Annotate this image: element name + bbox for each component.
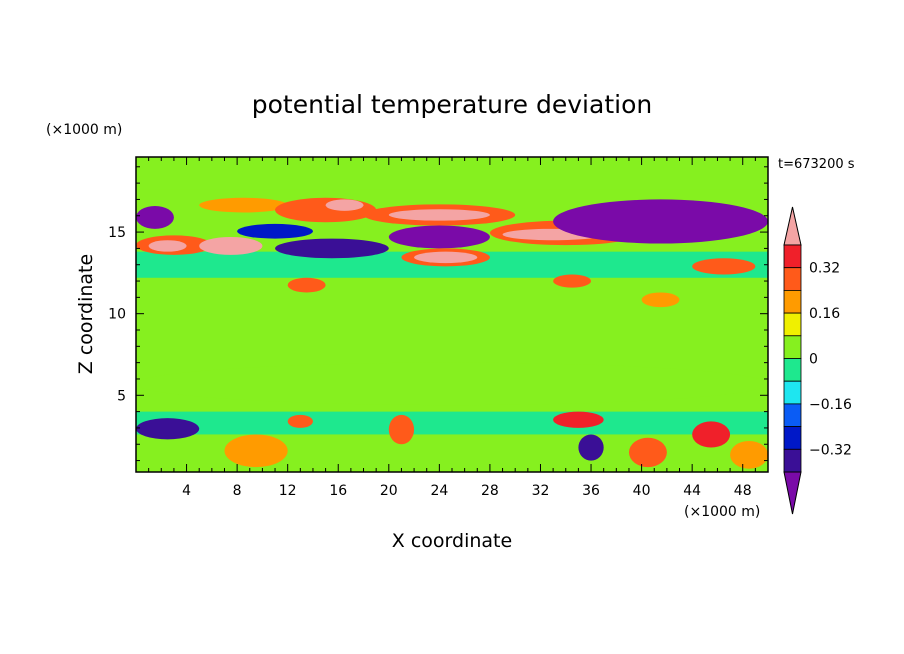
colorbar-tick-label: 0.16: [809, 306, 840, 322]
contour-cell-23: [136, 418, 200, 440]
contour-cell-5: [136, 205, 174, 229]
colorbar-segment: [783, 380, 802, 405]
x-tick-label: 4: [182, 483, 191, 499]
band-low-disturbed-layer: [136, 411, 768, 435]
colorbar-segment: [783, 358, 802, 382]
x-axis-unit-label: (×1000 m): [684, 504, 760, 520]
colorbar-segment: [783, 312, 802, 337]
contour-cell-25: [388, 414, 415, 445]
x-tick-label: 28: [481, 483, 499, 499]
colorbar-segment: [783, 426, 802, 450]
contour-cell-17: [692, 258, 756, 275]
contour-cell-18: [287, 277, 326, 293]
contour-cell-31: [730, 440, 768, 469]
contour-cell-0: [199, 197, 288, 213]
contour-cell-29: [224, 434, 288, 468]
chart-title: potential temperature deviation: [252, 90, 652, 119]
colorbar-tick-label: −0.16: [809, 397, 852, 413]
colorbar-segment: [783, 403, 802, 427]
contour-cell-9: [237, 223, 313, 239]
colorbar-bottom-arrow: [783, 471, 802, 515]
x-tick-label: 44: [683, 483, 701, 499]
colorbar-segment: [783, 448, 802, 473]
y-axis-ticks: 5 10 15: [108, 166, 768, 462]
colorbar-top-arrow: [783, 206, 802, 246]
contour-cell-15: [414, 251, 478, 264]
contour-cell-30: [628, 437, 667, 468]
colorbar: −0.32 −0.16 0 0.16 0.32: [783, 206, 852, 515]
colorbar-segment: [783, 289, 802, 314]
x-axis-ticks: 4 8 12 16 20 24 28 32 36 40 44 48: [148, 157, 756, 499]
contour-cell-19: [553, 274, 592, 288]
colorbar-segment: [783, 335, 802, 359]
x-tick-label: 36: [582, 483, 600, 499]
contour-cell-28: [692, 421, 731, 448]
y-tick-label: 10: [108, 307, 126, 323]
colorbar-tick-label: −0.32: [809, 442, 852, 458]
y-axis-label: Z coordinate: [75, 254, 97, 374]
y-tick-label: 5: [117, 388, 126, 404]
contour-cell-8: [199, 236, 263, 255]
y-axis-unit-label: (×1000 m): [46, 122, 122, 138]
contour-cell-4: [388, 209, 490, 221]
contour-cell-11: [388, 225, 490, 249]
contour-cell-20: [641, 292, 680, 308]
colorbar-tick-label: 0.32: [809, 261, 840, 277]
colorbar-segment: [783, 267, 802, 291]
x-tick-label: 16: [329, 483, 347, 499]
time-label: t=673200 s: [778, 157, 855, 172]
contour-cell-24: [287, 414, 313, 428]
contour-cell-16: [553, 199, 768, 244]
y-tick-label: 15: [108, 225, 126, 241]
contour-cell-2: [325, 199, 364, 211]
contour-cell-7: [148, 240, 187, 252]
plot-area: [136, 157, 768, 472]
colorbar-tick-label: 0: [809, 352, 818, 368]
colorbar-segment: [783, 244, 802, 269]
x-tick-label: 48: [734, 483, 752, 499]
x-tick-label: 40: [633, 483, 651, 499]
contour-cell-26: [553, 411, 604, 428]
contour-cell-1: [275, 197, 377, 223]
x-axis-label: X coordinate: [392, 530, 512, 552]
x-tick-label: 32: [532, 483, 550, 499]
contour-cell-10: [275, 238, 389, 259]
x-tick-label: 8: [233, 483, 242, 499]
x-tick-label: 20: [380, 483, 398, 499]
x-tick-label: 12: [279, 483, 297, 499]
contour-cell-27: [578, 434, 604, 461]
x-tick-label: 24: [430, 483, 448, 499]
contour-cell-22: [136, 362, 768, 406]
